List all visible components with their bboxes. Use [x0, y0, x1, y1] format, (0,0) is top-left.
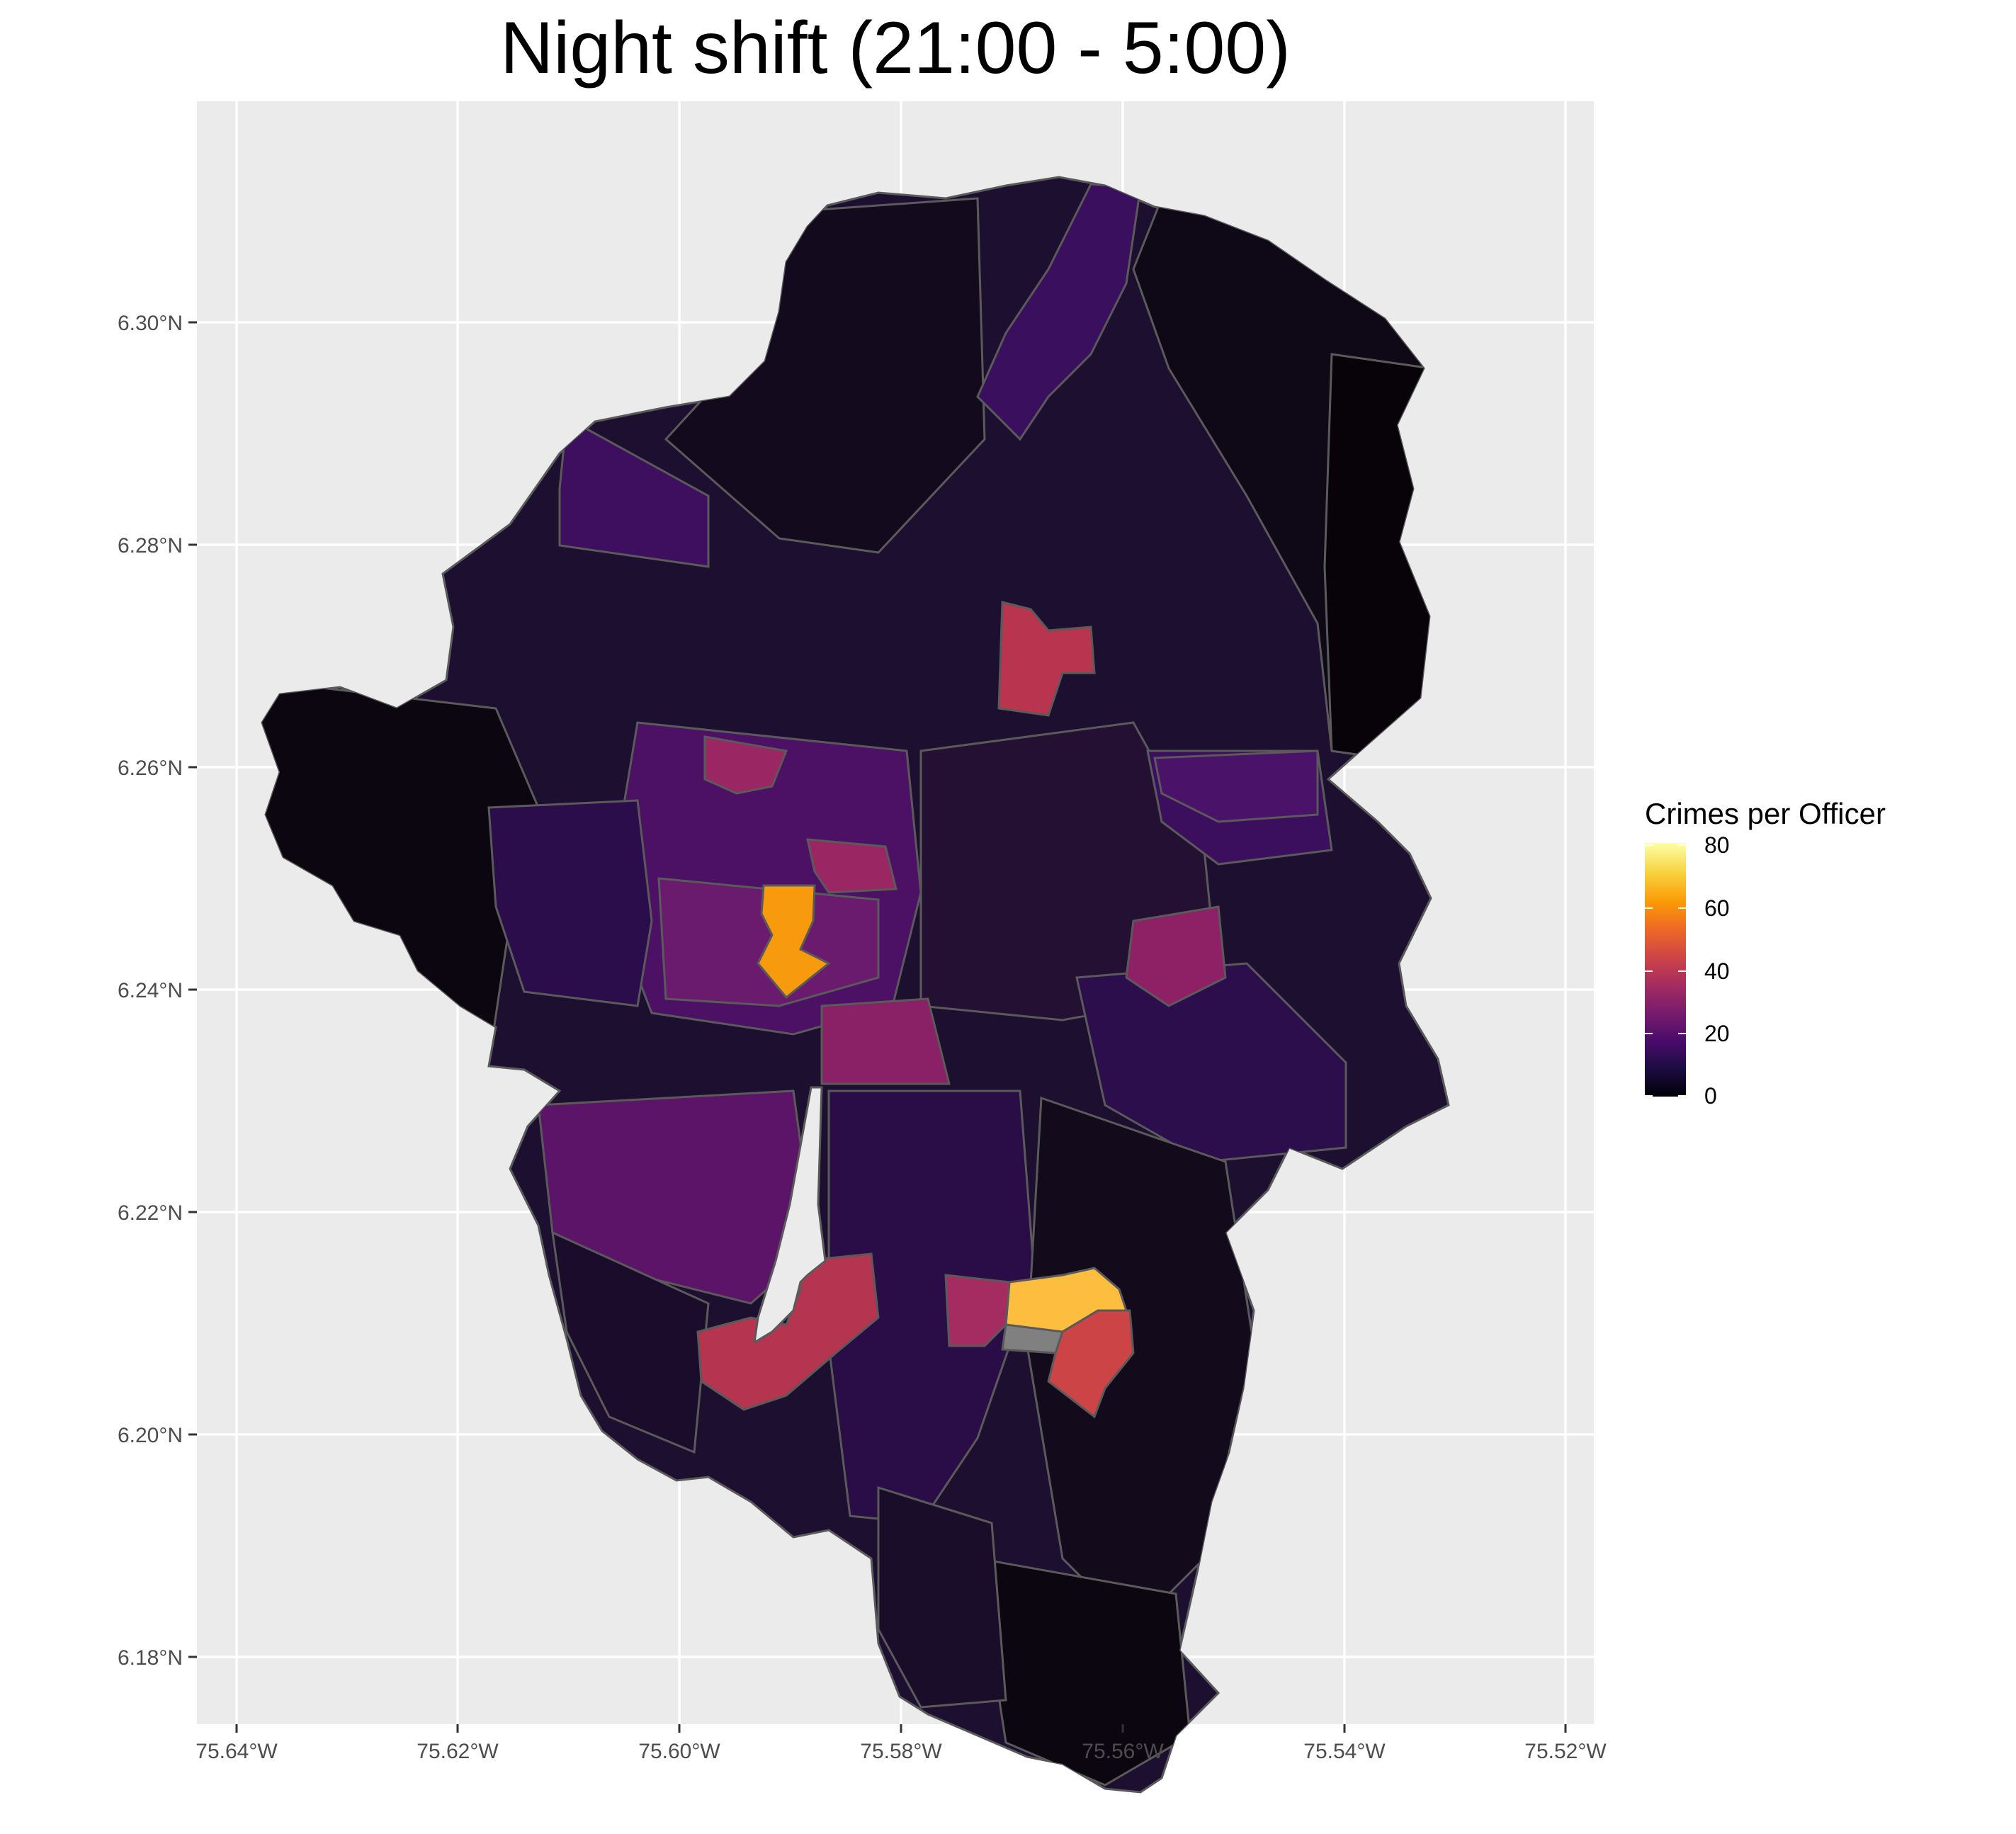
x-tick-label: 75.64°W [196, 1740, 278, 1763]
x-tick-label: 75.60°W [638, 1740, 720, 1763]
region-red-north [997, 601, 1096, 717]
region-purple-east [1153, 749, 1319, 823]
x-tick-label: 75.56°W [1082, 1740, 1164, 1763]
region-southeast-violet [1075, 962, 1347, 1163]
y-tick-label: 6.22°N [118, 1201, 183, 1225]
region-red-east [1047, 1309, 1135, 1419]
region-red-central [820, 997, 951, 1085]
x-tick-labels: 75.64°W 75.62°W 75.60°W 75.58°W 75.56°W … [196, 1740, 1607, 1763]
x-axis [235, 1724, 1567, 1733]
region-red-southwest [696, 1252, 880, 1411]
legend-tick-label: 0 [1704, 1083, 1717, 1109]
x-tick-label: 75.58°W [860, 1740, 942, 1763]
region-na [1001, 1323, 1065, 1354]
x-tick-label: 75.54°W [1303, 1740, 1386, 1763]
legend-tick-label: 60 [1704, 895, 1730, 921]
y-tick-label: 6.30°N [118, 312, 183, 335]
chart-title: Night shift (21:00 - 5:00) [500, 7, 1291, 89]
legend: Crimes per Officer 80 60 40 20 0 [1645, 797, 1886, 1109]
x-tick-label: 75.52°W [1524, 1740, 1607, 1763]
region-red-west [703, 735, 788, 795]
legend-title: Crimes per Officer [1645, 797, 1886, 830]
region-nw-purple [558, 416, 710, 568]
legend-tick-label: 80 [1704, 832, 1730, 858]
y-tick-label: 6.24°N [118, 979, 183, 1002]
region-southeast-red [1125, 905, 1227, 1007]
y-tick-labels: 6.30°N 6.28°N 6.26°N 6.24°N 6.22°N 6.20°… [118, 312, 183, 1670]
region-south-centre [827, 1089, 1036, 1524]
excluded-area [753, 1086, 827, 1345]
region-red-mid [806, 838, 897, 894]
x-tick-label: 75.62°W [417, 1740, 499, 1763]
region-far-south [976, 1557, 1191, 1787]
region-south-tip [877, 1485, 1007, 1709]
y-tick-label: 6.26°N [118, 757, 183, 780]
legend-colorbar [1645, 843, 1686, 1097]
legend-tick-label: 40 [1704, 958, 1730, 984]
y-tick-label: 6.28°N [118, 534, 183, 557]
region-southwest-dark [551, 1230, 710, 1454]
region-red-small [944, 1274, 1011, 1347]
legend-tick-label: 20 [1704, 1021, 1730, 1046]
region-west-violet [487, 799, 653, 1007]
y-axis [188, 321, 197, 1658]
city-map [261, 176, 1450, 1794]
region-north-corridor [976, 183, 1142, 441]
y-tick-label: 6.20°N [118, 1424, 183, 1447]
y-tick-label: 6.18°N [118, 1646, 183, 1670]
region-orange [757, 884, 831, 1000]
